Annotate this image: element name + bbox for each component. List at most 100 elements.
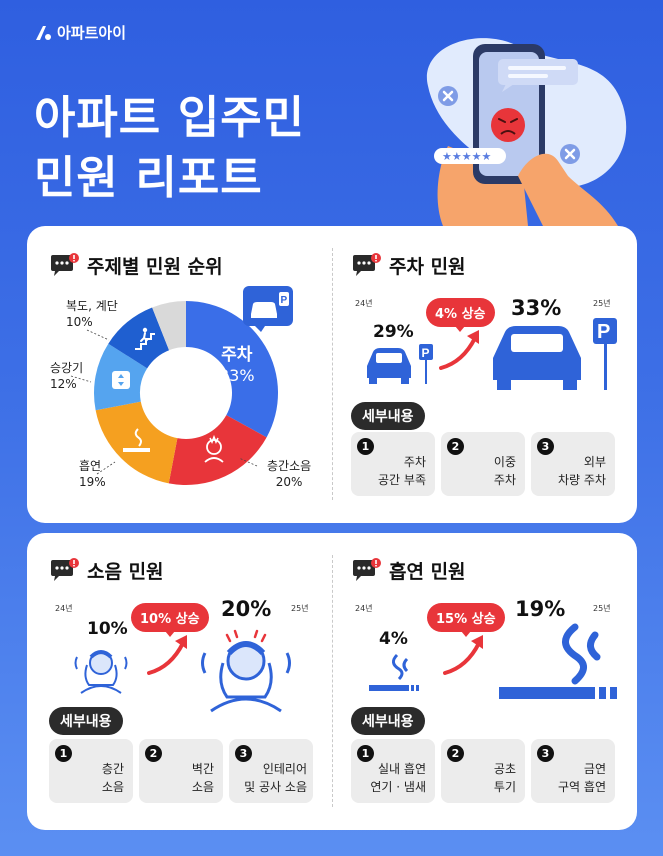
detail-text: 금연 구역 흡연 [558, 762, 606, 794]
parking-detail-label: 세부내용 [351, 402, 425, 430]
parking-year-prev: 24년 [355, 299, 373, 308]
detail-number: 1 [357, 438, 374, 455]
pie-label-corridor-pct: 10% [66, 315, 93, 329]
large-cigarette-icon [499, 623, 617, 699]
smoking-year-prev: 24년 [355, 604, 373, 613]
detail-number: 2 [145, 745, 162, 762]
pie-label-smoking-name: 흡연 [79, 459, 102, 473]
detail-text: 이중 주차 [493, 455, 516, 487]
speech-alert-icon [353, 557, 381, 581]
parking-sign-icon: P [243, 286, 293, 332]
speech-alert-icon [51, 252, 79, 276]
donut-slice-corridor [108, 307, 170, 369]
page-title: 아파트 입주민 민원 리포트 [34, 88, 305, 208]
parking-detail-1: 1 주차 공간 부족 [351, 432, 435, 496]
detail-number: 3 [235, 745, 252, 762]
detail-text: 공초 투기 [493, 762, 516, 794]
pie-label-corridor-name: 복도, 계단 [66, 299, 118, 313]
noise-year-curr: 25년 [291, 604, 309, 613]
noise-prev-value: 10% [87, 619, 128, 639]
detail-number: 3 [537, 745, 554, 762]
detail-number: 2 [447, 438, 464, 455]
svg-text:P: P [281, 295, 288, 306]
noise-stressed-person-icon [204, 434, 224, 463]
detail-number: 1 [357, 745, 374, 762]
noise-heading: 소음 민원 [49, 557, 164, 584]
detail-text: 벽간 소음 [191, 762, 214, 794]
detail-number: 2 [447, 745, 464, 762]
large-car-parking-icon: P [493, 318, 617, 390]
pie-label-elevator-name: 승강기 [50, 361, 84, 375]
speech-alert-icon [353, 252, 381, 276]
parking-prev-value: 29% [373, 322, 414, 342]
detail-text: 외부 차량 주차 [558, 455, 606, 487]
parking-year-curr: 25년 [593, 299, 611, 308]
pie-label-noise-pct: 20% [275, 475, 303, 489]
noise-detail-3: 3 인테리어 및 공사 소음 [229, 739, 313, 803]
noise-curr-value: 20% [221, 597, 272, 621]
smoking-trend-arrow-icon [443, 635, 483, 675]
pie-label-parking-name: 주차 [221, 345, 253, 365]
smoking-detail-1: 1 실내 흡연 연기 · 냄새 [351, 739, 435, 803]
detail-number: 3 [537, 438, 554, 455]
smoking-year-curr: 25년 [593, 604, 611, 613]
noise-detail-label: 세부내용 [49, 707, 123, 735]
noise-year-prev: 24년 [55, 604, 73, 613]
panel-divider [332, 555, 333, 807]
parking-heading-text: 주차 민원 [389, 256, 466, 278]
pie-label-parking-pct: 33% [219, 366, 255, 385]
parking-detail-2: 2 이중 주차 [441, 432, 525, 496]
stairs-person-icon [135, 327, 155, 350]
pie-label-parking: 주차 33% [219, 344, 255, 386]
angry-face-icon [491, 108, 525, 142]
svg-text:P: P [597, 321, 610, 343]
large-noise-stressed-person-icon [201, 629, 291, 713]
parking-trend-arrow-icon [439, 330, 479, 370]
donut-slice-smoking [95, 401, 178, 484]
brand-name: 아파트아이 [57, 24, 127, 42]
smoking-heading-text: 흡연 민원 [389, 561, 466, 583]
ranking-heading-text: 주제별 민원 순위 [87, 256, 223, 278]
ranking-heading: 주제별 민원 순위 [49, 252, 223, 279]
parking-heading: 주차 민원 [351, 252, 466, 279]
pie-label-noise-name: 층간소음 [267, 459, 312, 473]
smoking-heading: 흡연 민원 [351, 557, 466, 584]
brand-logo-icon [36, 25, 51, 40]
small-noise-stressed-person-icon [74, 650, 128, 694]
noise-heading-text: 소음 민원 [87, 561, 164, 583]
page-title-line1: 아파트 입주민 [34, 91, 306, 144]
pie-label-corridor: 복도, 계단 10% [66, 298, 118, 330]
pie-label-noise: 층간소음 20% [267, 458, 311, 490]
rating-stars: ★★★★★ [442, 150, 491, 163]
pie-label-elevator: 승강기 12% [50, 360, 83, 392]
cigarette-icon [123, 428, 150, 452]
parking-increase-badge: 4% 상승 [426, 298, 495, 332]
smoking-increase-badge: 15% 상승 [427, 603, 505, 637]
detail-number: 1 [55, 745, 72, 762]
detail-text: 인테리어 및 공사 소음 [244, 762, 307, 794]
small-car-parking-icon: P [367, 344, 433, 384]
panel-ranking-parking: 주제별 민원 순위 P 주차 33% 복도, 계단 10% 승강기 12% [27, 226, 637, 523]
parking-curr-value: 33% [511, 296, 562, 320]
parking-detail-3: 3 외부 차량 주차 [531, 432, 615, 496]
donut-slice-other [152, 301, 186, 351]
pie-label-smoking: 흡연 19% [79, 458, 106, 490]
smoking-prev-value: 4% [379, 629, 408, 649]
speech-alert-icon [51, 557, 79, 581]
noise-detail-1: 1 층간 소음 [49, 739, 133, 803]
smoking-detail-label: 세부내용 [351, 707, 425, 735]
noise-trend-arrow-icon [147, 635, 187, 675]
brand-logo: 아파트아이 [34, 22, 126, 43]
smoking-detail-2: 2 공초 투기 [441, 739, 525, 803]
noise-increase-badge: 10% 상승 [131, 603, 209, 637]
smoking-curr-value: 19% [515, 597, 566, 621]
complaint-donut-chart [94, 301, 278, 485]
detail-text: 층간 소음 [101, 762, 124, 794]
page-title-line2: 민원 리포트 [34, 151, 263, 204]
detail-text: 실내 흡연 연기 · 냄새 [370, 762, 426, 794]
donut-slice-noise [168, 415, 267, 485]
detail-text: 주차 공간 부족 [378, 455, 426, 487]
elevator-icon [112, 371, 130, 389]
panel-noise-smoking: 소음 민원 24년 25년 10% 20% 10% 상승 세부내용 1 층간 소… [27, 533, 637, 830]
svg-text:P: P [422, 346, 430, 360]
